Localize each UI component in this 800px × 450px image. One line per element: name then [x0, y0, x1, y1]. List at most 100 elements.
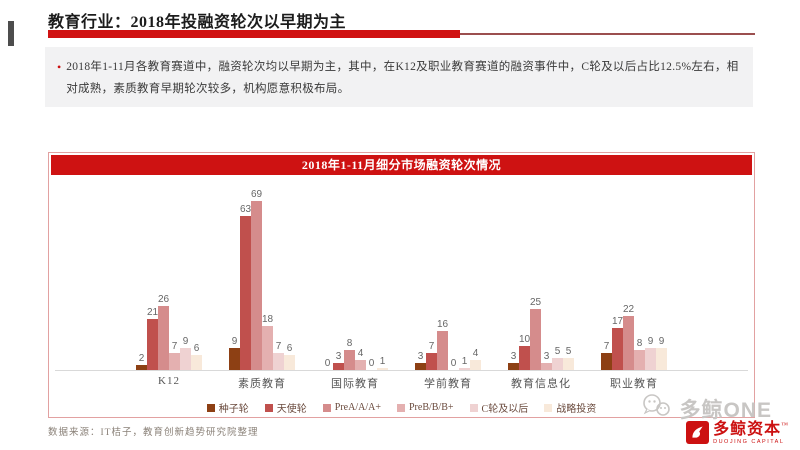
bar-column: 7 [426, 340, 437, 370]
bar [284, 355, 295, 370]
category-axis: K12 素质教育 国际教育 学前教育 教育信息化 职业教育 [49, 375, 754, 391]
bar-value-label: 26 [157, 294, 170, 306]
bar [333, 362, 344, 370]
watermark-text: 多鲸ONE [679, 398, 772, 422]
bar-column: 2 [136, 352, 147, 370]
bar [470, 360, 481, 370]
bar [191, 355, 202, 370]
bar-value-label: 3 [335, 350, 342, 362]
bar-value-label: 6 [286, 343, 293, 355]
legend-item: 种子轮 [206, 400, 249, 415]
category-label: 国际教育 [331, 378, 379, 390]
bar-group: 3 7 16 0 1 4 [413, 318, 483, 370]
bar [530, 308, 541, 370]
legend-item: 天使轮 [264, 400, 307, 415]
bar [552, 357, 563, 370]
chart-legend: 种子轮 天使轮 PreA/A/A+ PreB/B/B+ C轮及以后 战略投资 [49, 400, 754, 415]
legend-label: 战略投资 [556, 404, 597, 415]
bar-column: 7 [273, 340, 284, 370]
bar-column: 63 [240, 203, 251, 370]
page-title: 教育行业：2018年投融资轮次以早期为主 [48, 14, 347, 31]
category-label: K12 [158, 375, 180, 387]
chart-plot: 2 21 26 7 9 6 9 63 69 18 7 6 0 3 8 4 0 1 3 7 16 0 1 4 3 10 25 3 5 5 7 1… [49, 177, 754, 370]
wechat-icon [639, 393, 675, 424]
whale-icon [686, 421, 710, 444]
bar [251, 200, 262, 370]
bar-column: 0 [322, 357, 333, 370]
bar [377, 367, 388, 370]
category-label: 教育信息化 [511, 378, 571, 390]
bar [656, 347, 667, 370]
bar-value-label: 9 [658, 335, 665, 347]
bar [426, 352, 437, 370]
legend-swatch [544, 403, 553, 412]
bar-column: 9 [645, 335, 656, 370]
watermark: 多鲸ONE [639, 393, 772, 424]
bar-value-label: 4 [472, 348, 479, 360]
bar-value-label: 3 [543, 350, 550, 362]
bar-column: 3 [508, 350, 519, 370]
bar [601, 352, 612, 370]
bar [519, 345, 530, 370]
bar [136, 365, 147, 370]
bar-column: 3 [541, 350, 552, 370]
bar-value-label: 9 [182, 335, 189, 347]
summary-text: 2018年1-11月各教育赛道中，融资轮次均以早期为主，其中，在K12及职业教育… [66, 61, 739, 95]
bar-column: 5 [552, 345, 563, 370]
legend-item: 战略投资 [544, 400, 596, 415]
bar-value-label: 7 [171, 340, 178, 352]
bar-column: 4 [470, 347, 481, 370]
bar-value-label: 0 [368, 358, 375, 369]
legend-label: PreA/A/A+ [334, 402, 381, 413]
legend-label: 天使轮 [276, 404, 307, 415]
bar-value-label: 69 [250, 188, 263, 200]
bar-value-label: 6 [193, 343, 200, 355]
legend-label: C轮及以后 [481, 404, 529, 415]
legend-swatch [264, 403, 273, 412]
bar-group: 7 17 22 8 9 9 [599, 303, 669, 370]
bar-column: 22 [623, 303, 634, 370]
legend-item: PreB/B/B+ [396, 400, 454, 415]
brand-subtitle: DUOJING CAPITAL [713, 439, 785, 445]
left-accent-bar [8, 21, 14, 46]
bar-column: 0 [448, 357, 459, 370]
legend-item: C轮及以后 [469, 400, 529, 415]
source-note: 数据来源：IT桔子，教育创新趋势研究院整理 [48, 428, 259, 438]
summary-box: • 2018年1-11月各教育赛道中，融资轮次均以早期为主，其中，在K12及职业… [45, 47, 753, 107]
bar-value-label: 22 [622, 304, 635, 316]
bar-value-label: 9 [647, 335, 654, 347]
legend-label: PreB/B/B+ [408, 402, 454, 413]
bar [612, 328, 623, 370]
bar [262, 325, 273, 370]
bar [437, 330, 448, 370]
bar-value-label: 5 [565, 345, 572, 357]
bar-value-label: 8 [346, 338, 353, 350]
bar-column: 8 [634, 337, 645, 370]
legend-swatch [206, 403, 215, 412]
bar-value-label: 3 [510, 350, 517, 362]
bar-value-label: 5 [554, 345, 561, 357]
bar-column: 18 [262, 313, 273, 370]
bar-column: 9 [229, 335, 240, 370]
title-underline [48, 30, 755, 39]
chart-card: 2018年1-11月细分市场融资轮次情况 2 21 26 7 9 6 9 63 69 18 7 6 0 3… [48, 152, 755, 418]
bar-value-label: 9 [231, 335, 238, 347]
bar-column: 7 [601, 340, 612, 370]
bar-column: 16 [437, 318, 448, 370]
bar-value-label: 4 [357, 348, 364, 360]
bar [634, 350, 645, 370]
bar-value-label: 0 [450, 358, 457, 369]
bar [147, 318, 158, 370]
bar-column: 1 [459, 355, 470, 370]
legend-swatch [322, 403, 331, 412]
bar-value-label: 17 [611, 316, 624, 328]
bar-value-label: 7 [275, 340, 282, 352]
bar [229, 347, 240, 370]
bar-value-label: 0 [324, 358, 331, 369]
bar-value-label: 10 [518, 333, 531, 345]
bar-column: 9 [180, 335, 191, 370]
bar-column: 8 [344, 337, 355, 370]
bar [344, 350, 355, 370]
bar [180, 347, 191, 370]
